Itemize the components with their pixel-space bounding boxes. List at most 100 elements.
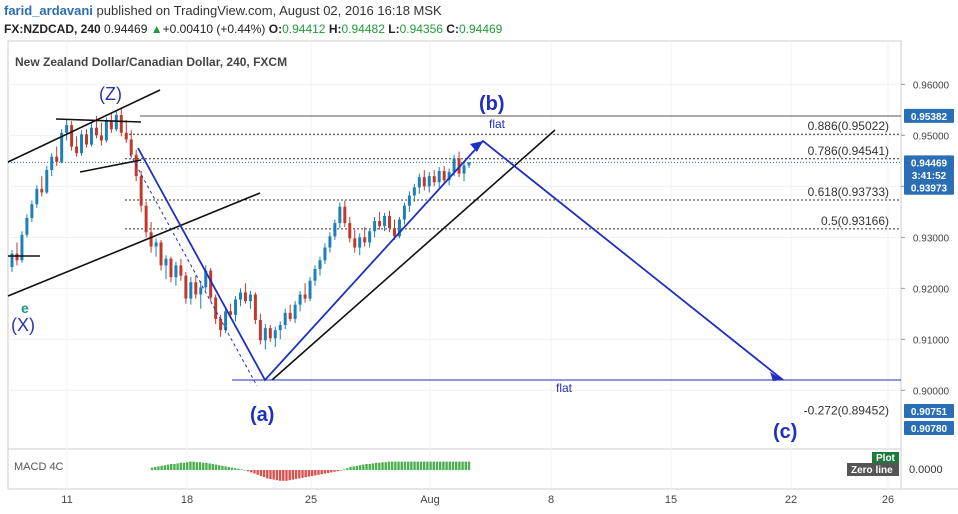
macd-bar <box>275 470 279 481</box>
chart-title: New Zealand Dollar/Canadian Dollar, 240,… <box>15 55 287 69</box>
price-badge <box>904 404 954 418</box>
macd-bar <box>298 470 301 479</box>
candle-body <box>154 242 158 247</box>
macd-bar <box>186 462 189 470</box>
macd-bar <box>422 461 426 470</box>
low-label: L: <box>388 22 400 36</box>
candle-body <box>298 294 302 305</box>
macd-bar <box>291 470 295 480</box>
price-axis: 0.960000.950000.940000.930000.920000.910… <box>901 80 950 397</box>
price-badge <box>904 155 954 170</box>
macd-axis-value: 0.0000 <box>909 464 943 476</box>
macd-bar <box>400 461 403 470</box>
macd-bar <box>336 470 339 472</box>
macd-bar <box>179 462 183 470</box>
candle-body <box>35 188 39 205</box>
high-value: 0.94482 <box>341 22 385 36</box>
candle-body <box>239 292 242 300</box>
candle-body <box>452 158 456 173</box>
triangle-bottom-line[interactable] <box>79 159 142 173</box>
open-label: O: <box>268 22 283 36</box>
macd-bar <box>160 465 163 470</box>
candle-body <box>358 237 362 248</box>
triangle-top-line[interactable] <box>55 118 142 123</box>
candle-body <box>407 195 411 206</box>
drawings <box>7 89 901 387</box>
chart-header: farid_ardavani published on TradingView.… <box>0 0 958 40</box>
change-value: +0.00410 (+0.44%) <box>162 22 266 36</box>
candle-body <box>229 311 233 315</box>
candle-body <box>412 187 416 196</box>
candle-body <box>303 294 307 299</box>
macd-bar <box>208 463 211 470</box>
wave-path[interactable] <box>137 139 784 382</box>
macd-bar <box>326 470 330 473</box>
candle-body <box>253 294 257 320</box>
candle-body <box>442 171 446 181</box>
macd-bar <box>448 461 451 470</box>
macd-label: MACD 4C <box>14 461 64 473</box>
b-arrowhead-icon <box>470 141 483 152</box>
candle-body <box>214 297 218 319</box>
macd-bar <box>333 470 336 472</box>
macd-bar <box>362 464 365 470</box>
macd-bar <box>234 468 237 470</box>
channel-lower-line[interactable] <box>7 192 261 297</box>
macd-bar <box>317 470 320 475</box>
wave-label-z: (Z) <box>99 84 122 104</box>
y-tick-label: 0.96000 <box>913 80 950 91</box>
macd-bar <box>230 467 234 470</box>
channel-upper-line[interactable] <box>7 89 161 163</box>
candle-body <box>60 132 64 162</box>
wave-label-b: (b) <box>479 93 505 115</box>
wave-label-x: (X) <box>11 315 35 335</box>
macd-bar <box>285 470 288 481</box>
x-tick-label: 22 <box>785 494 797 506</box>
candle-body <box>343 206 347 224</box>
macd-bar <box>346 468 349 470</box>
candle-body <box>80 134 84 154</box>
macd-bar <box>307 470 311 477</box>
candle-body <box>164 258 168 266</box>
wave-label-e: e <box>21 300 29 316</box>
macd-bar <box>371 463 375 470</box>
macd-bar <box>342 469 346 470</box>
candle-body <box>179 265 183 276</box>
x-tick-label: 11 <box>61 494 72 506</box>
price-badge <box>904 167 954 182</box>
main-pane-frame <box>7 40 902 450</box>
rising-trend-line[interactable] <box>271 129 556 381</box>
macd-bar <box>150 467 154 470</box>
y-tick-label: 0.90000 <box>913 386 950 397</box>
macd-bar <box>378 462 381 470</box>
macd-bar <box>253 470 256 474</box>
x-tick-label: 15 <box>665 494 677 506</box>
candle-body <box>94 127 98 136</box>
macd-bar <box>403 461 407 470</box>
macd-bar <box>461 461 464 470</box>
candle-body <box>85 134 89 145</box>
price-badges: 0.95382 0.94469 3:41:52 0.93973 0.90751 0.907… <box>904 108 954 435</box>
candle-body <box>313 268 317 281</box>
publish-info: published on TradingView.com, August 02,… <box>96 3 442 18</box>
y-tick-label: 0.92000 <box>913 284 950 295</box>
time-axis: 11 18 25 Aug 8 15 22 26 <box>61 494 894 506</box>
macd-bar <box>467 461 471 470</box>
close-label: C: <box>446 22 459 36</box>
candle-body <box>25 217 29 235</box>
candle-body <box>388 215 392 229</box>
candle-body <box>209 270 213 298</box>
candle-body <box>293 304 297 319</box>
x-tick-label: 8 <box>548 494 554 506</box>
candle-body <box>144 205 148 233</box>
candle-body <box>30 204 34 218</box>
macd-bar <box>246 470 250 472</box>
candle-body <box>422 177 426 187</box>
change-arrow-icon: ▲ <box>150 22 163 36</box>
macd-bar <box>410 461 413 470</box>
candle-body <box>65 125 69 133</box>
author-link[interactable]: farid_ardavani <box>4 3 93 18</box>
plot-badge-text: Plot <box>876 453 896 464</box>
candle-body <box>99 135 103 141</box>
